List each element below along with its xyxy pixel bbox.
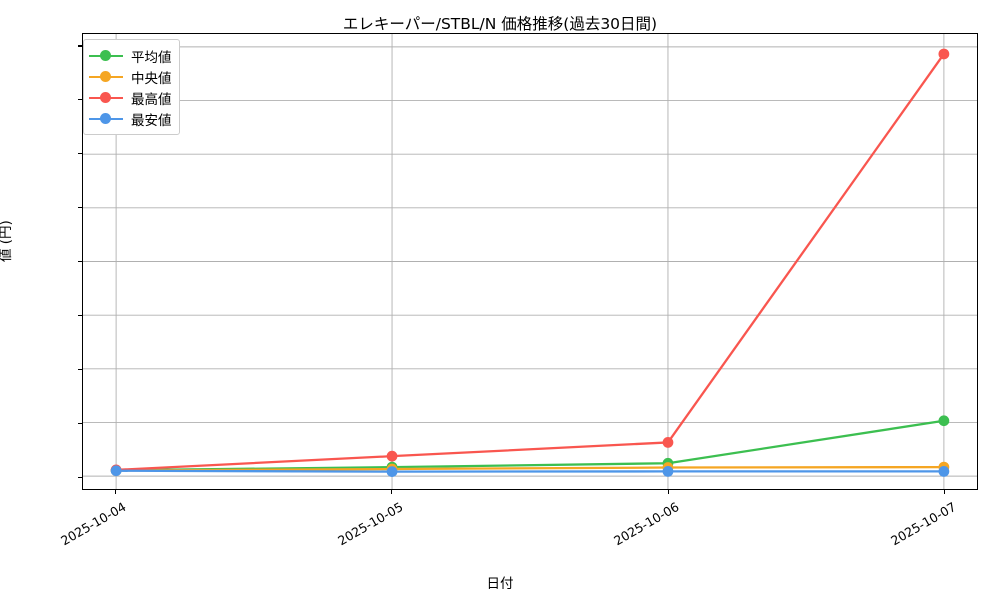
legend-item[interactable]: 最高値 (89, 87, 172, 108)
x-axis-tick-label: 2025-10-04 (58, 499, 129, 549)
legend: 平均値中央値最高値最安値 (83, 39, 180, 135)
y-axis-tick-mark (78, 99, 82, 101)
legend-label: 平均値 (131, 49, 172, 66)
plot-area (82, 33, 978, 490)
data-point-marker (938, 466, 950, 477)
legend-label: 中央値 (131, 70, 172, 87)
data-point-marker (386, 466, 398, 477)
x-axis-tick-label: 2025-10-05 (334, 499, 406, 549)
legend-marker-icon (89, 70, 123, 84)
y-axis-label: 値 (円) (0, 220, 14, 262)
legend-marker-icon (89, 112, 123, 126)
legend-item[interactable]: 平均値 (89, 45, 172, 66)
y-axis-tick-mark (78, 45, 82, 47)
x-axis-tick-mark (114, 490, 116, 494)
legend-label: 最安値 (131, 112, 172, 129)
x-axis-label: 日付 (486, 576, 514, 592)
y-axis-tick-mark (78, 368, 82, 370)
chart-title: エレキーパー/STBL/N 価格推移(過去30日間) (342, 15, 658, 33)
data-point-marker (110, 465, 122, 477)
data-point-marker (938, 415, 950, 427)
legend-label: 最高値 (131, 91, 172, 108)
data-point-marker (662, 466, 674, 477)
series-line (114, 465, 946, 472)
y-axis-tick-mark (78, 261, 82, 263)
y-axis-tick-mark (78, 153, 82, 155)
legend-marker-icon (89, 91, 123, 105)
legend-item[interactable]: 最安値 (89, 108, 172, 129)
y-axis-tick-mark (78, 422, 82, 424)
y-axis-tick-mark (78, 476, 82, 478)
x-axis-tick-mark (667, 490, 669, 494)
x-axis-tick-mark (944, 490, 946, 494)
data-series-layer (110, 48, 950, 477)
series-line (114, 52, 946, 472)
data-point-marker (386, 450, 398, 462)
data-point-marker (662, 437, 674, 448)
data-point-marker (938, 48, 950, 60)
x-axis-tick-mark (391, 490, 393, 494)
y-axis-tick-mark (78, 314, 82, 316)
legend-item[interactable]: 中央値 (89, 66, 172, 87)
series-line (114, 469, 946, 473)
legend-marker-icon (89, 49, 123, 63)
y-axis-tick-mark (78, 207, 82, 209)
x-axis-tick-label: 2025-10-07 (887, 499, 959, 549)
x-axis-tick-label: 2025-10-06 (611, 499, 682, 549)
